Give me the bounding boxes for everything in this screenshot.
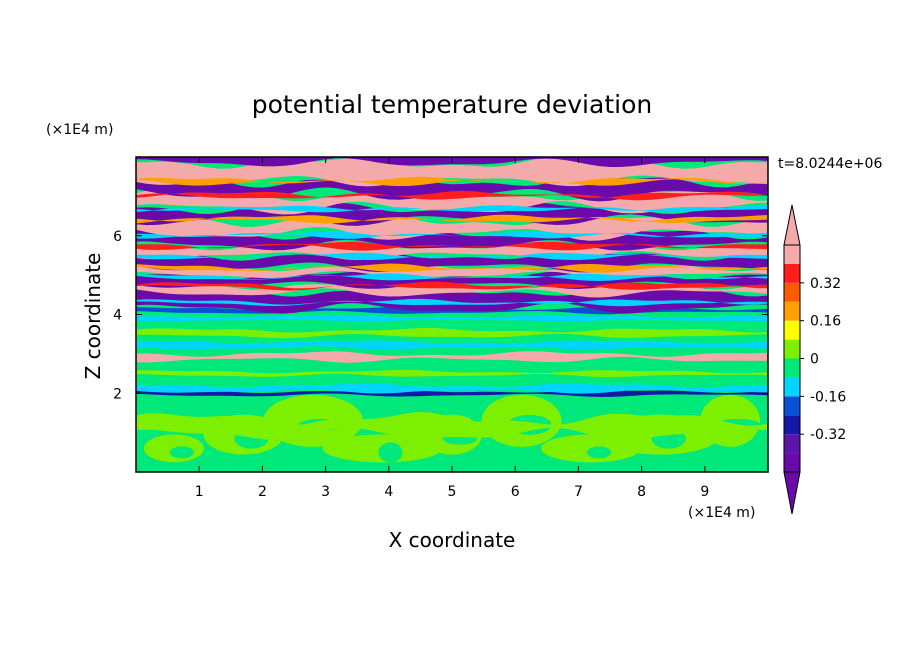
chart-title: potential temperature deviation	[252, 90, 652, 119]
cyan-band	[136, 315, 768, 322]
x-tick-label: 2	[258, 484, 267, 500]
colorbar-swatch	[784, 453, 800, 472]
x-tick-label: 3	[321, 484, 330, 500]
cyan-filament	[136, 273, 768, 281]
cyan-band	[136, 383, 768, 394]
green-eddy-core	[587, 446, 612, 459]
green-eddy-core	[169, 446, 194, 459]
x-tick-label: 9	[700, 484, 709, 500]
lime-band	[136, 369, 768, 378]
x-tick-label: 4	[384, 484, 393, 500]
x-axis-ticks: 1 2 3 4 5 6 7 8 9	[195, 157, 709, 500]
colorbar-swatch	[784, 339, 800, 359]
y-tick-label: 6	[113, 229, 122, 245]
colorbar-lower-arrow	[783, 471, 801, 515]
cyan-filament	[136, 298, 768, 307]
cyan-band	[136, 340, 768, 350]
warm-filament	[136, 214, 768, 224]
colorbar-tick-label: 0.16	[810, 314, 841, 330]
colorbar-swatch	[784, 396, 800, 416]
x-tick-label: 5	[448, 484, 457, 500]
y-axis-ticks: 2 4 6	[113, 229, 768, 402]
colorbar-upper-arrow	[783, 204, 801, 246]
colorbar-swatch	[784, 301, 800, 321]
warm-filament	[136, 176, 768, 187]
x-tick-label: 7	[574, 484, 583, 500]
colorbar-swatch	[784, 377, 800, 397]
colorbar-swatch	[784, 434, 800, 454]
x-tick-label: 1	[195, 484, 204, 500]
colorbar: 0.32 0.16 0 -0.16 -0.32	[783, 204, 846, 515]
cyan-filament	[136, 205, 768, 213]
lime-band	[136, 328, 768, 339]
warm-filament	[136, 263, 768, 273]
warm-filament	[136, 190, 768, 201]
green-eddy-core	[378, 442, 403, 463]
x-tick-label: 8	[637, 484, 646, 500]
contour-field	[136, 157, 768, 472]
x-tick-label: 6	[511, 484, 520, 500]
lime-band	[136, 411, 768, 441]
colorbar-swatch	[784, 282, 800, 302]
colorbar-swatch	[784, 263, 800, 283]
pink-band	[136, 351, 768, 363]
colorbar-swatch	[784, 415, 800, 435]
y-tick-label: 2	[113, 386, 122, 402]
cyan-filament	[136, 252, 768, 261]
colorbar-swatch	[784, 245, 800, 264]
colorbar-swatch	[784, 320, 800, 340]
colorbar-tick-label: -0.32	[810, 427, 846, 443]
time-label: t=8.0244e+06	[778, 156, 882, 172]
y-tick-label: 4	[113, 308, 122, 324]
y-unit-label: (×1E4 m)	[46, 122, 113, 138]
colorbar-tick-label: 0.32	[810, 276, 841, 292]
x-unit-label: (×1E4 m)	[688, 505, 755, 521]
colorbar-swatch	[784, 358, 800, 378]
colorbar-tick-label: 0	[810, 352, 819, 368]
x-axis-label: X coordinate	[389, 528, 516, 552]
colorbar-tick-label: -0.16	[810, 389, 846, 405]
cyan-filament	[136, 231, 768, 239]
warm-filament	[136, 281, 768, 291]
y-axis-label: Z coordinate	[81, 253, 105, 380]
